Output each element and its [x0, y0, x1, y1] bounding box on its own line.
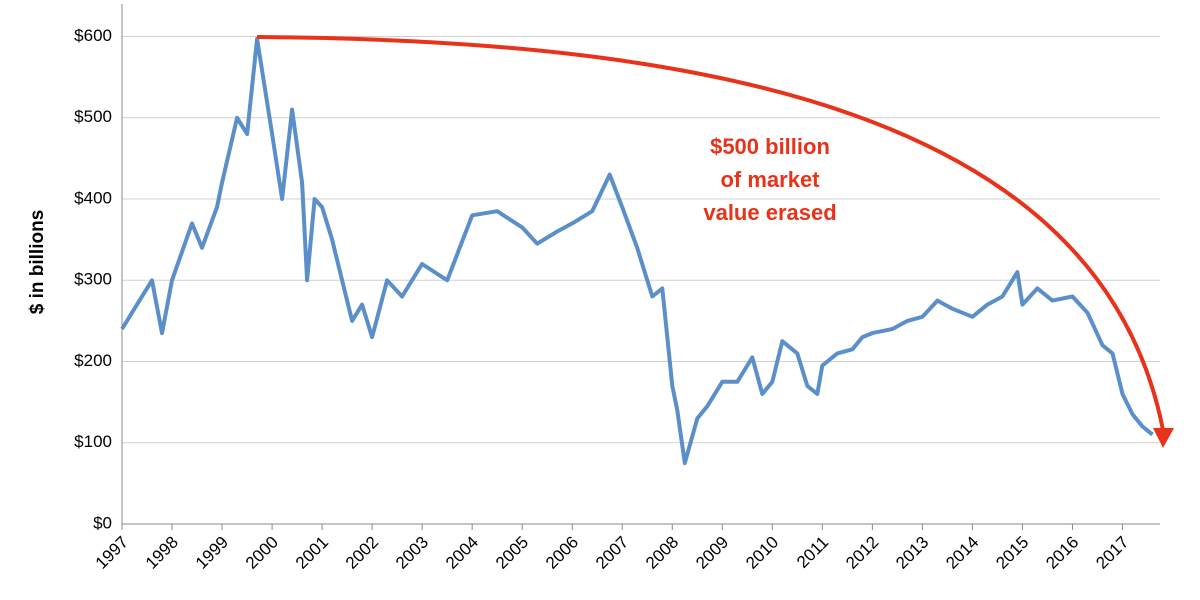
annotation: value erased: [703, 200, 836, 225]
x-tick-label: 2012: [842, 533, 882, 573]
x-tick-label: 2005: [492, 533, 532, 573]
x-tick-label: 2004: [442, 533, 482, 573]
y-tick-label: $0: [93, 513, 112, 532]
x-tick-label: 2016: [1042, 533, 1082, 573]
data-line: [120, 36, 1154, 466]
x-tick-label: 1997: [92, 533, 132, 573]
x-tick-label: 2015: [992, 533, 1032, 573]
x-tick-label: 1998: [142, 533, 182, 573]
y-tick-label: $600: [74, 26, 112, 45]
x-tick-label: 2001: [292, 533, 332, 573]
y-tick-label: $200: [74, 351, 112, 370]
y-tick-label: $500: [74, 107, 112, 126]
x-tick-label: 2002: [342, 533, 382, 573]
x-tick-label: 2008: [642, 533, 682, 573]
x-tick-label: 2003: [392, 533, 432, 573]
x-tick-label: 2010: [742, 533, 782, 573]
y-axis-label: $ in billions: [27, 210, 48, 315]
x-tick-label: 2017: [1092, 533, 1132, 573]
x-tick-label: 1999: [192, 533, 232, 573]
annotation: of market: [720, 167, 820, 192]
arrow-head: [1153, 428, 1174, 448]
annotation: $500 billion: [710, 134, 830, 159]
x-tick-label: 2006: [542, 533, 582, 573]
x-tick-label: 2013: [892, 533, 932, 573]
x-tick-label: 2009: [692, 533, 732, 573]
arrow: [256, 35, 1165, 431]
y-tick-label: $300: [74, 270, 112, 289]
x-tick-label: 2014: [942, 533, 982, 573]
x-tick-label: 2000: [242, 533, 282, 573]
y-tick-label: $100: [74, 432, 112, 451]
x-tick-label: 2007: [592, 533, 632, 573]
y-tick-label: $400: [74, 188, 112, 207]
x-tick-label: 2011: [793, 533, 832, 572]
